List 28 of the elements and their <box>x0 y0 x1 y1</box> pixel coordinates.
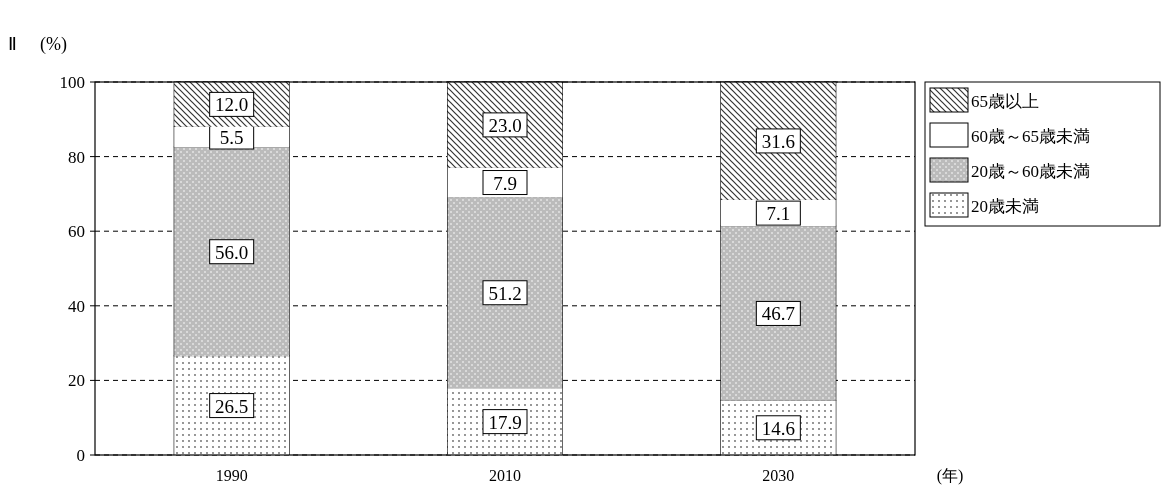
y-tick-label: 20 <box>68 371 85 391</box>
y-axis-title: (%) <box>40 34 67 55</box>
legend-label: 20歳未満 <box>971 197 1039 216</box>
chart-title: Ⅱ <box>8 34 17 54</box>
x-tick-label: 2030 <box>762 467 795 484</box>
y-tick-label: 40 <box>68 296 85 316</box>
y-tick-label: 60 <box>68 222 85 242</box>
y-tick-label: 100 <box>59 73 85 92</box>
data-label: 12.0 <box>215 94 249 116</box>
data-label: 5.5 <box>219 127 244 149</box>
data-label: 46.7 <box>761 303 795 325</box>
data-label: 7.1 <box>766 203 791 225</box>
legend-label: 65歳以上 <box>971 92 1039 111</box>
x-tick-label: 2010 <box>489 467 521 484</box>
data-label: 14.6 <box>761 417 795 439</box>
data-label: 26.5 <box>215 395 249 417</box>
legend-label: 60歳～65歳未満 <box>971 127 1090 146</box>
legend-label: 20歳～60歳未満 <box>971 162 1090 181</box>
data-label: 56.0 <box>215 241 249 263</box>
data-label: 51.2 <box>488 282 522 304</box>
y-tick-label: 80 <box>68 147 85 167</box>
data-label: 23.0 <box>488 114 522 136</box>
data-label: 17.9 <box>488 411 522 433</box>
y-tick-label: 0 <box>76 446 85 465</box>
data-label: 31.6 <box>761 130 795 152</box>
x-tick-label: 1990 <box>215 467 248 484</box>
x-axis-title: (年) <box>936 467 964 485</box>
data-label: 7.9 <box>493 172 517 194</box>
